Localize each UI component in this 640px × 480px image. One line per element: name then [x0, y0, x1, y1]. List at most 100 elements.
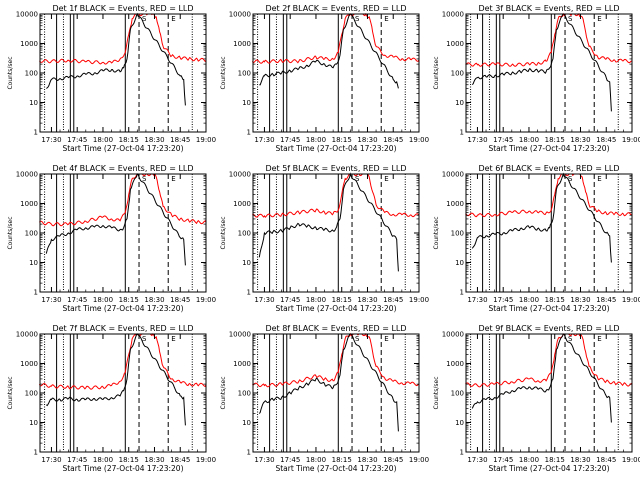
plot-frame [39, 173, 207, 293]
lld-series-line [465, 173, 633, 218]
y-tick-label: 100 [25, 230, 38, 238]
lld-series-line [465, 12, 633, 67]
y-tick-label: 100 [25, 70, 38, 78]
y-tick-label: 1 [34, 289, 38, 297]
events-series-line [471, 333, 612, 423]
x-tick-label: 18:30 [144, 296, 164, 304]
marker-annotation: S [355, 335, 360, 343]
x-tick-label: 18:00 [519, 456, 539, 464]
y-tick-label: 10 [29, 259, 38, 267]
y-tick-label: 100 [451, 390, 464, 398]
x-tick-label: 18:00 [306, 296, 326, 304]
lld-series-line [251, 12, 420, 64]
x-axis-label: Start Time (27-Oct-04 17:23:20) [275, 304, 396, 313]
x-tick-label: 19:00 [409, 296, 429, 304]
x-tick-label: 18:30 [144, 456, 164, 464]
plot-frame [252, 13, 420, 133]
y-tick-label: 1000 [233, 360, 251, 368]
chart-panel: Det 1f BLACK = Events, RED = LLD Counts/s… [7, 4, 216, 153]
x-tick-label: 17:30 [254, 456, 274, 464]
y-tick-label: 100 [238, 390, 251, 398]
y-tick-label: 10000 [16, 331, 38, 339]
chart-title: Det 7f BLACK = Events, RED = LLD [52, 324, 193, 333]
x-tick-label: 17:45 [67, 456, 87, 464]
y-tick-label: 10 [242, 419, 251, 427]
y-tick-label: 1 [247, 449, 251, 457]
x-tick-label: 18:00 [306, 456, 326, 464]
y-tick-label: 10 [455, 259, 464, 267]
y-tick-label: 100 [25, 390, 38, 398]
x-axis-label: Start Time (27-Oct-04 17:23:20) [275, 144, 396, 153]
lld-series-line [252, 332, 420, 388]
x-tick-label: 17:45 [493, 456, 513, 464]
x-tick-label: 17:30 [41, 296, 61, 304]
x-tick-label: 19:00 [622, 136, 640, 144]
marker-annotation: S [355, 175, 360, 183]
x-tick-label: 17:45 [280, 456, 300, 464]
y-tick-label: 10 [455, 99, 464, 107]
chart-title: Det 2f BLACK = Events, RED = LLD [265, 4, 406, 13]
x-tick-label: 18:00 [519, 136, 539, 144]
x-tick-label: 17:30 [467, 296, 487, 304]
plot-frame [39, 13, 207, 133]
x-tick-label: 18:00 [519, 296, 539, 304]
marker-annotation: E [171, 335, 175, 343]
y-axis-label: Counts/sec [433, 56, 440, 89]
x-tick-label: 18:00 [93, 136, 113, 144]
y-tick-label: 10 [29, 419, 38, 427]
x-tick-label: 17:30 [254, 296, 274, 304]
y-tick-label: 10 [29, 99, 38, 107]
y-tick-label: 10000 [442, 331, 464, 339]
x-tick-label: 18:15 [332, 136, 352, 144]
x-tick-label: 19:00 [196, 136, 216, 144]
x-tick-label: 18:00 [93, 296, 113, 304]
y-tick-label: 1000 [20, 200, 38, 208]
x-axis-label: Start Time (27-Oct-04 17:23:20) [488, 144, 609, 153]
x-tick-label: 18:15 [119, 296, 139, 304]
marker-annotation: E [597, 335, 601, 343]
x-tick-label: 18:30 [357, 296, 377, 304]
x-tick-label: 18:00 [93, 456, 113, 464]
chart-panel: Det 8f BLACK = Events, RED = LLD Counts/s… [220, 324, 429, 473]
plot-frame [465, 333, 633, 453]
x-tick-label: 17:30 [467, 136, 487, 144]
events-series-line [471, 172, 612, 263]
y-tick-label: 100 [451, 230, 464, 238]
events-series-line [259, 13, 399, 89]
x-tick-label: 17:30 [41, 456, 61, 464]
marker-annotation: S [355, 15, 360, 23]
marker-annotation: E [384, 15, 388, 23]
marker-annotation: E [597, 175, 601, 183]
y-axis-label: Counts/sec [433, 216, 440, 249]
x-tick-label: 18:30 [144, 136, 164, 144]
marker-annotation: E [384, 175, 388, 183]
x-tick-label: 18:45 [596, 136, 616, 144]
y-tick-label: 100 [238, 230, 251, 238]
y-axis-label: Counts/sec [220, 56, 227, 89]
chart-panel: Det 5f BLACK = Events, RED = LLD Counts/s… [220, 164, 429, 313]
chart-panel: Det 7f BLACK = Events, RED = LLD Counts/s… [7, 324, 216, 473]
y-tick-label: 10000 [442, 11, 464, 19]
plot-frame [39, 333, 207, 453]
events-series-line [258, 172, 399, 272]
chart-title: Det 3f BLACK = Events, RED = LLD [478, 4, 619, 13]
y-tick-label: 100 [451, 70, 464, 78]
x-tick-label: 17:30 [467, 456, 487, 464]
x-tick-label: 18:45 [170, 456, 190, 464]
y-tick-label: 1000 [233, 40, 251, 48]
marker-annotation: E [171, 15, 175, 23]
x-axis-label: Start Time (27-Oct-04 17:23:20) [488, 464, 609, 473]
x-tick-label: 18:30 [570, 296, 590, 304]
lld-series-line [38, 333, 207, 390]
x-tick-label: 17:45 [67, 296, 87, 304]
y-tick-label: 10000 [229, 171, 251, 179]
y-tick-label: 10000 [229, 331, 251, 339]
x-tick-label: 18:45 [383, 456, 403, 464]
marker-annotation: S [568, 15, 573, 23]
y-tick-label: 10 [242, 259, 251, 267]
x-tick-label: 18:15 [545, 136, 565, 144]
x-tick-label: 17:30 [254, 136, 274, 144]
plot-frame [465, 13, 633, 133]
y-tick-label: 1000 [446, 200, 464, 208]
